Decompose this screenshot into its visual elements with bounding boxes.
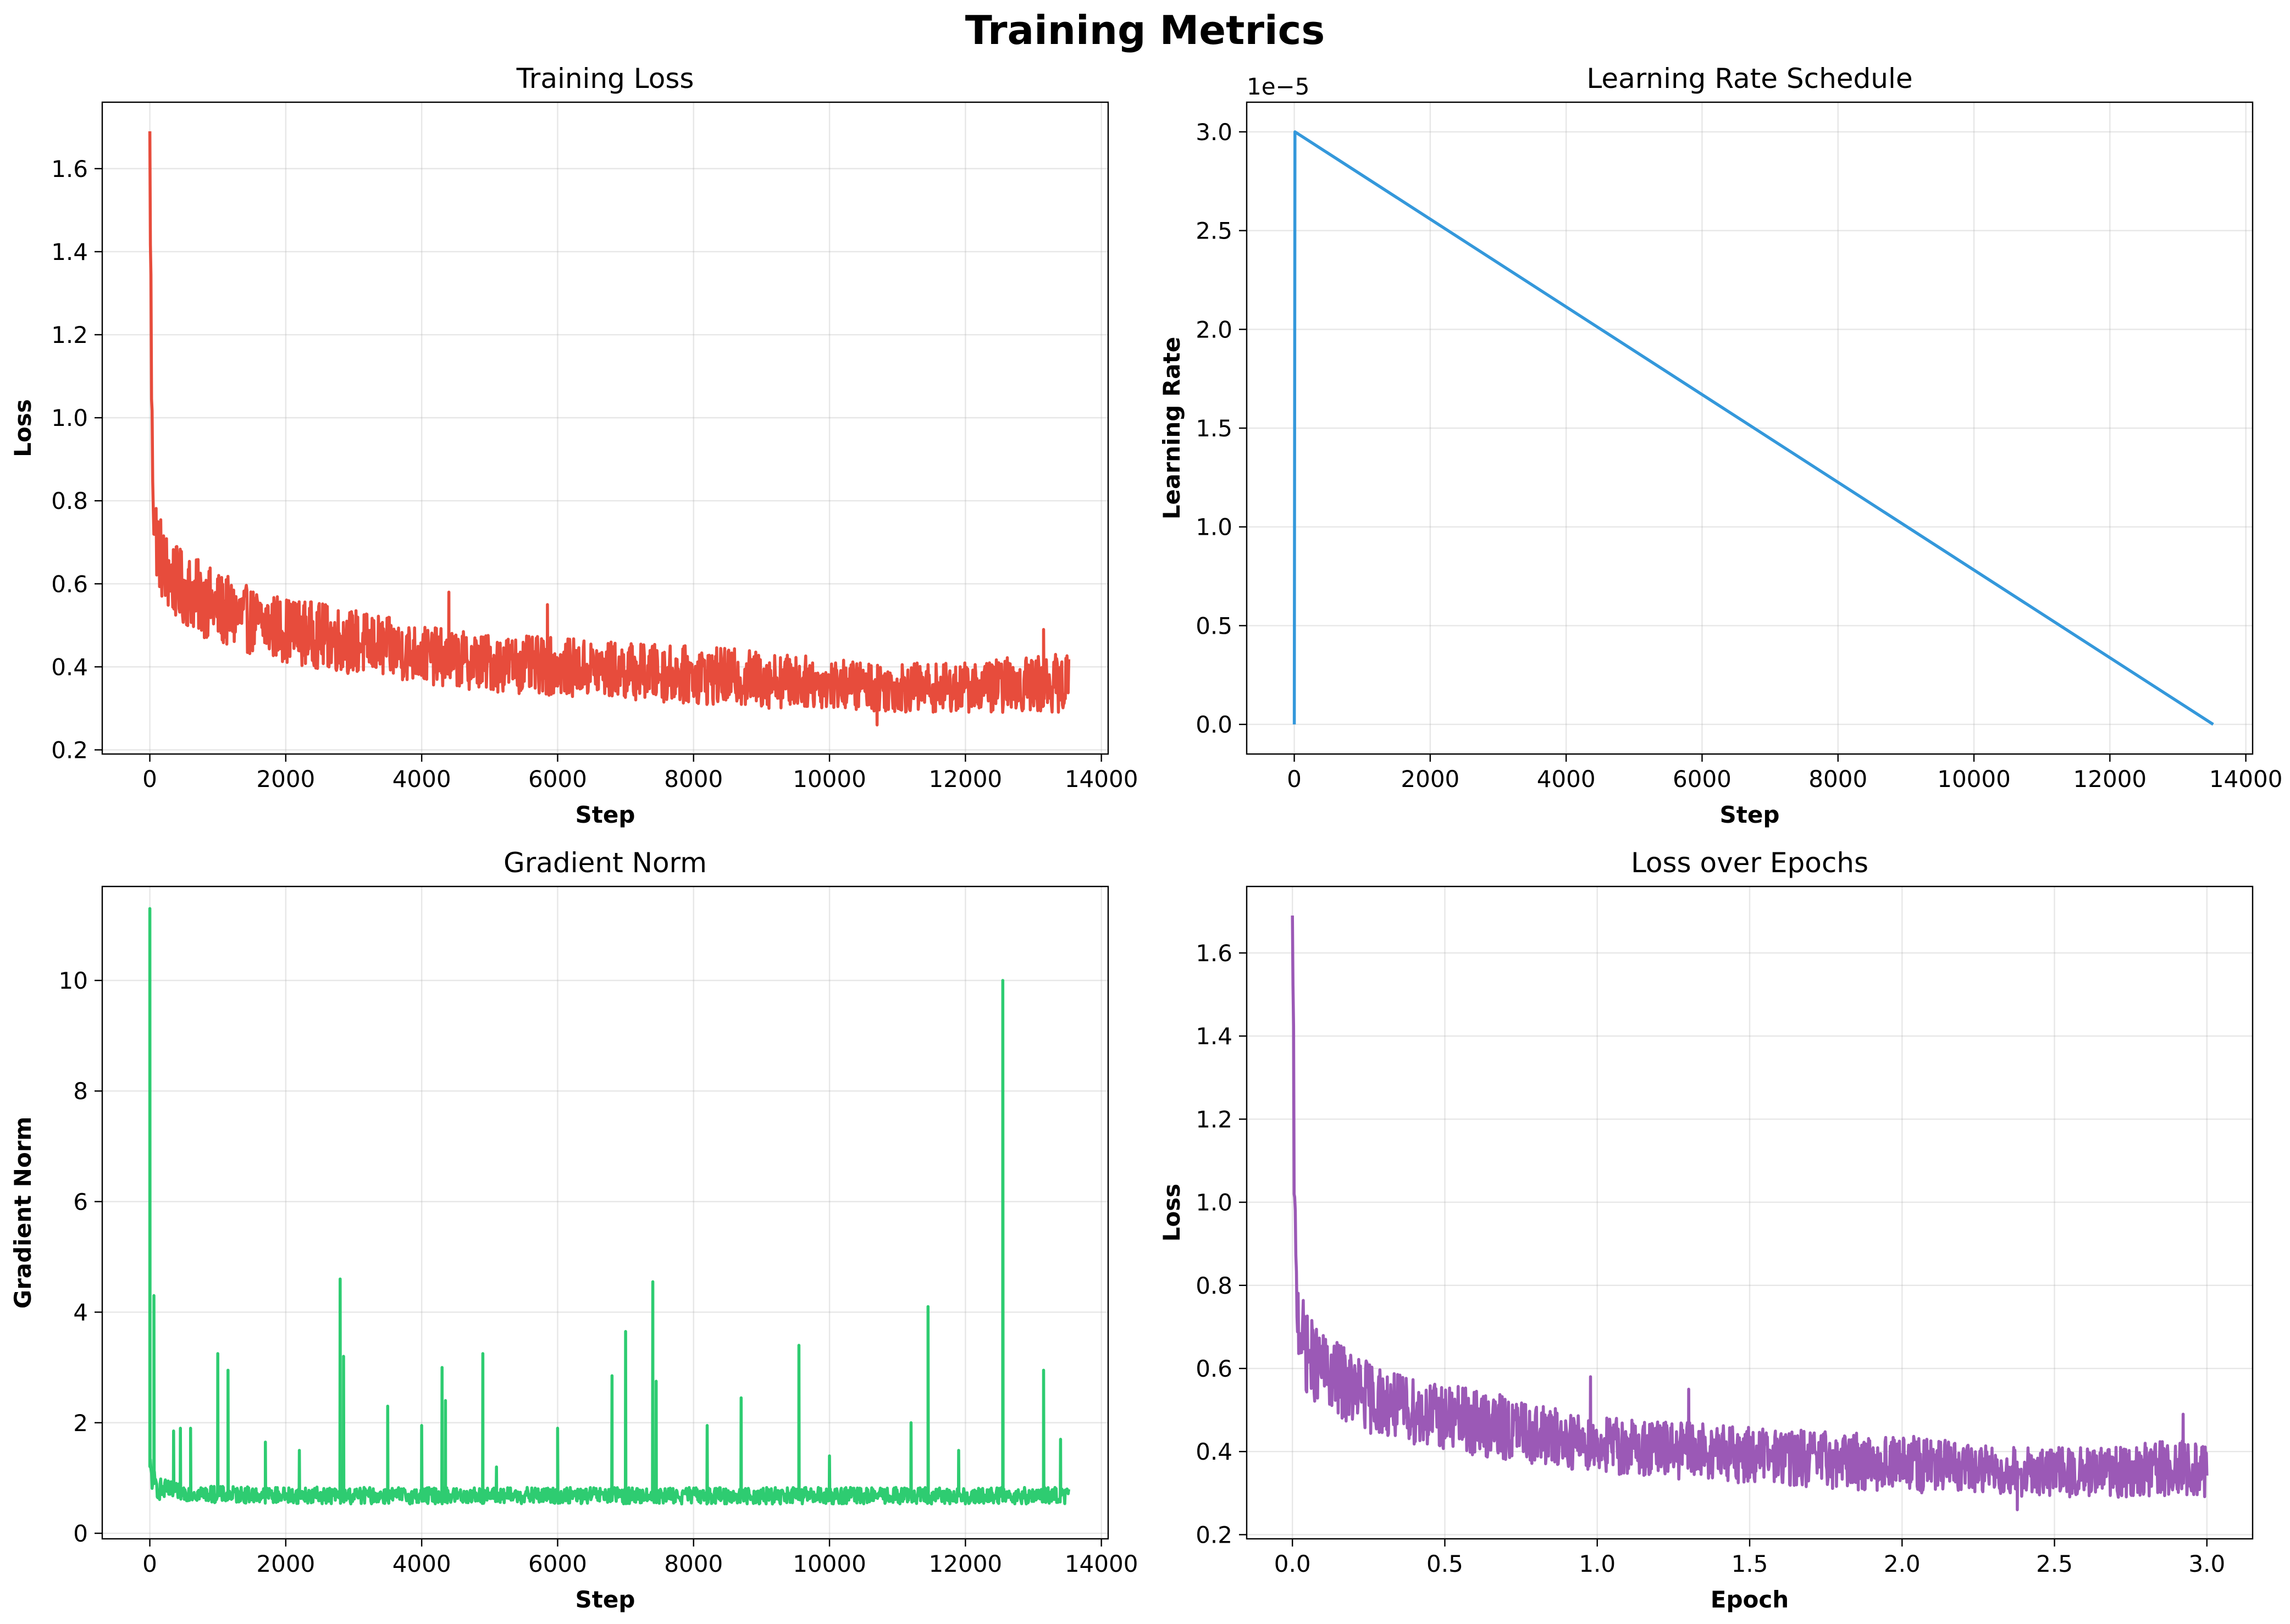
training-loss-ylabel: Loss <box>9 399 36 457</box>
training-loss-xlabel: Step <box>576 801 635 828</box>
training-loss-series-line <box>148 131 1071 727</box>
loss-epochs-x-tick-label: 2.0 <box>1884 1550 1921 1577</box>
loss-epochs-y-tick-label: 1.0 <box>1196 1189 1232 1216</box>
training-loss-y-tick-label: 1.4 <box>51 239 88 265</box>
loss-epochs-series-line <box>1291 915 2209 1511</box>
learning-rate-x-tick-label: 6000 <box>1673 766 1732 792</box>
loss-epochs-ylabel: Loss <box>1158 1184 1185 1242</box>
loss-epochs-x-tick-label: 0.0 <box>1274 1550 1311 1577</box>
loss-epochs-y-tick-label: 0.8 <box>1196 1272 1232 1299</box>
gradient-norm-x-tick-label: 0 <box>142 1550 157 1577</box>
training-loss-y-tick-label: 0.2 <box>51 736 88 763</box>
learning-rate-y-tick-label: 2.5 <box>1196 218 1232 245</box>
gradient-norm-x-tick-label: 6000 <box>528 1550 587 1577</box>
loss-epochs-y-tick-label: 1.6 <box>1196 940 1232 967</box>
training-loss-y-tick-label: 1.0 <box>51 404 88 431</box>
gradient-norm-y-tick-label: 10 <box>59 967 88 994</box>
gradient-norm-y-tick-label: 8 <box>73 1078 88 1105</box>
gradient-norm-x-tick-label: 4000 <box>392 1550 451 1577</box>
loss-epochs-x-tick-label: 1.0 <box>1579 1550 1616 1577</box>
learning-rate-series-line <box>1292 130 2214 726</box>
training-loss-y-tick-label: 1.6 <box>51 156 88 182</box>
learning-rate-title: Learning Rate Schedule <box>1586 63 1912 95</box>
gradient-norm-axes-frame <box>101 885 1109 1540</box>
gradient-norm-x-tick-label: 8000 <box>664 1550 723 1577</box>
gradient-norm-x-tick-label: 12000 <box>929 1550 1003 1577</box>
gradient-norm-y-tick-label: 4 <box>73 1299 88 1326</box>
learning-rate-y-tick-label: 1.0 <box>1196 514 1232 541</box>
loss-epochs-x-tick-label: 0.5 <box>1426 1550 1463 1577</box>
training-loss-x-tick-label: 4000 <box>392 766 451 792</box>
learning-rate-y-tick-label: 0.0 <box>1196 711 1232 738</box>
training-loss-y-tick-label: 0.8 <box>51 487 88 514</box>
gradient-norm-xlabel: Step <box>576 1586 635 1613</box>
loss-epochs-y-tick-label: 1.2 <box>1196 1106 1232 1133</box>
loss-epochs-x-tick-label: 3.0 <box>2188 1550 2225 1577</box>
loss-epochs-y-tick-label: 0.2 <box>1196 1521 1232 1548</box>
learning-rate-chart: 0 2000 4000 6000 8000 10000 12000 14000 0.0 0.5 1.… <box>1158 63 2282 828</box>
learning-rate-x-tick-label: 0 <box>1287 766 1302 792</box>
training-loss-title: Training Loss <box>516 63 694 95</box>
training-loss-x-tick-label: 6000 <box>528 766 587 792</box>
loss-epochs-xlabel: Epoch <box>1711 1586 1789 1613</box>
learning-rate-y-tick-label: 0.5 <box>1196 612 1232 639</box>
learning-rate-y-tick-label: 3.0 <box>1196 119 1232 146</box>
figure-suptitle: Training Metrics <box>965 7 1325 53</box>
loss-epochs-y-tick-label: 0.6 <box>1196 1355 1232 1382</box>
learning-rate-offset-label: 1e−5 <box>1247 73 1309 100</box>
training-loss-x-tick-label: 14000 <box>1065 766 1138 792</box>
learning-rate-ylabel: Learning Rate <box>1158 337 1185 519</box>
loss-epochs-title: Loss over Epochs <box>1631 847 1868 879</box>
learning-rate-x-tick-label: 4000 <box>1537 766 1596 792</box>
gradient-norm-x-tick-label: 10000 <box>793 1550 866 1577</box>
loss-epochs-chart: 0.0 0.5 1.0 1.5 2.0 2.5 3.0 0.2 0.4 0.6 0.8 1.0 1.2 1… <box>1158 847 2254 1613</box>
training-loss-x-tick-label: 10000 <box>793 766 866 792</box>
gradient-norm-x-tick-label: 14000 <box>1065 1550 1138 1577</box>
training-loss-axes-frame <box>101 101 1109 755</box>
training-loss-x-tick-label: 12000 <box>929 766 1003 792</box>
training-loss-y-tick-label: 0.4 <box>51 653 88 680</box>
gradient-norm-y-tick-label: 0 <box>73 1520 88 1547</box>
learning-rate-x-tick-label: 14000 <box>2209 766 2283 792</box>
loss-epochs-x-tick-label: 1.5 <box>1732 1550 1768 1577</box>
training-loss-x-tick-label: 0 <box>142 766 157 792</box>
training-loss-x-tick-label: 2000 <box>256 766 315 792</box>
learning-rate-x-tick-label: 12000 <box>2073 766 2147 792</box>
loss-epochs-y-tick-label: 0.4 <box>1196 1438 1232 1465</box>
training-loss-y-tick-label: 0.6 <box>51 570 88 597</box>
gradient-norm-y-tick-label: 6 <box>73 1188 88 1215</box>
training-loss-x-tick-label: 8000 <box>664 766 723 792</box>
learning-rate-x-tick-label: 8000 <box>1808 766 1867 792</box>
training-loss-chart: 0 2000 4000 6000 8000 10000 12000 14000 0.2 0.4 0.… <box>9 63 1138 828</box>
gradient-norm-x-tick-label: 2000 <box>256 1550 315 1577</box>
gradient-norm-chart: 0 2000 4000 6000 8000 10000 12000 14000 0 2 4 6 8 10 G… <box>9 847 1138 1613</box>
learning-rate-x-tick-label: 10000 <box>1937 766 2011 792</box>
loss-epochs-x-tick-label: 2.5 <box>2036 1550 2073 1577</box>
learning-rate-xlabel: Step <box>1720 801 1780 828</box>
gradient-norm-title: Gradient Norm <box>504 847 707 879</box>
learning-rate-y-tick-label: 2.0 <box>1196 316 1232 343</box>
learning-rate-x-tick-label: 2000 <box>1401 766 1459 792</box>
training-loss-y-tick-label: 1.2 <box>51 322 88 348</box>
gradient-norm-ylabel: Gradient Norm <box>9 1117 36 1309</box>
gradient-norm-series-line <box>148 907 1071 1506</box>
loss-epochs-y-tick-label: 1.4 <box>1196 1023 1232 1050</box>
gradient-norm-y-tick-label: 2 <box>73 1410 88 1437</box>
learning-rate-y-tick-label: 1.5 <box>1196 415 1232 442</box>
